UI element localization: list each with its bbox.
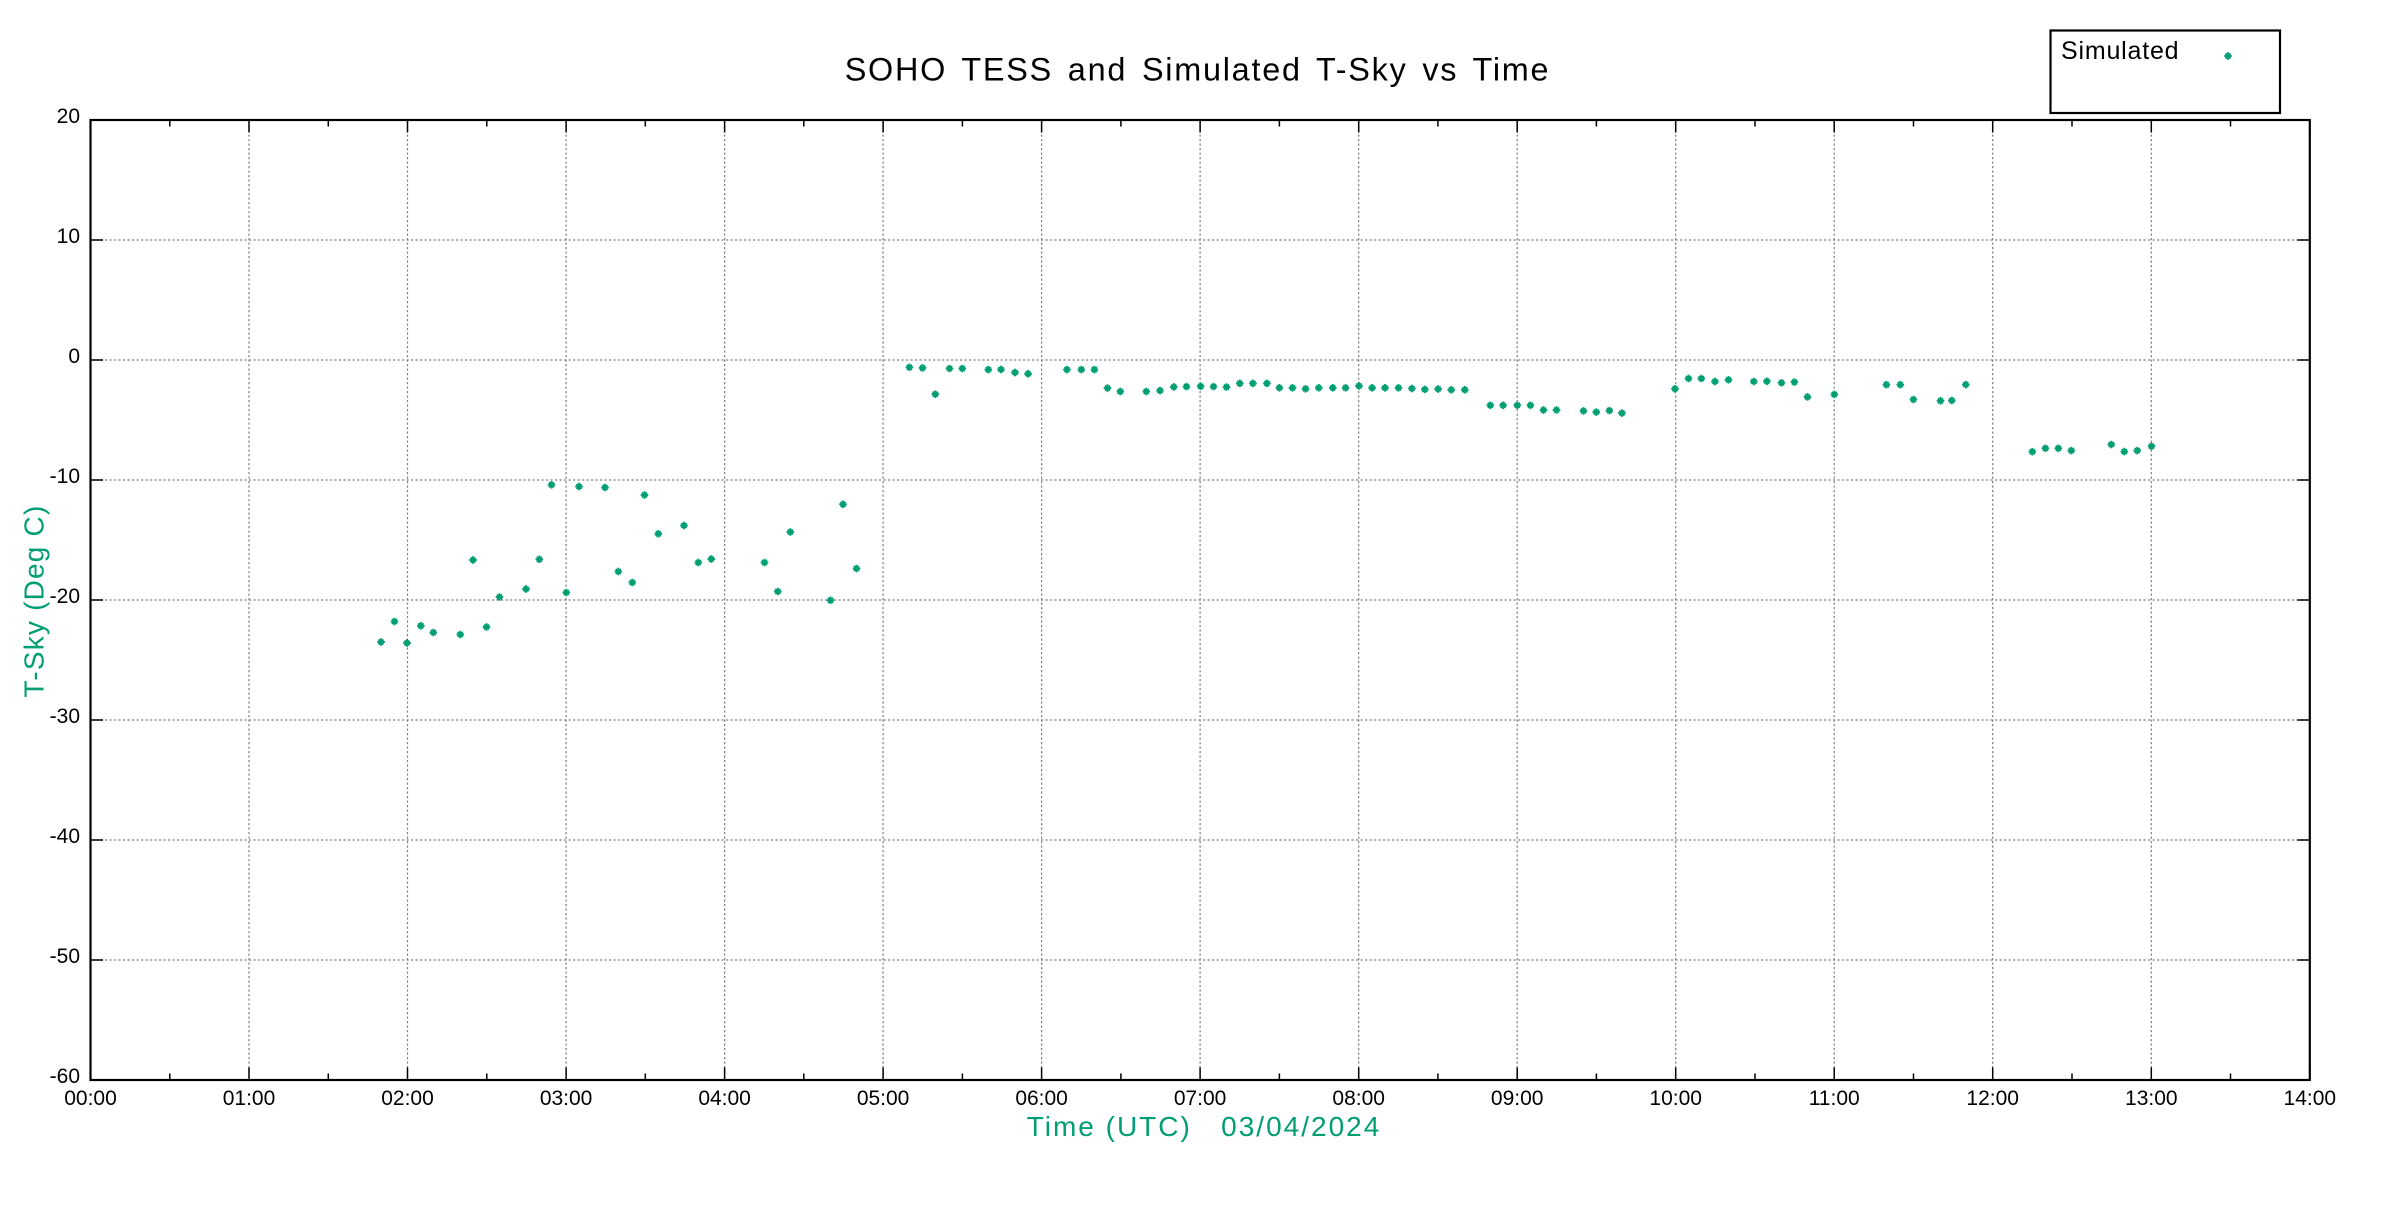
svg-text:Time (UTC) 03/04/2024: Time (UTC) 03/04/2024	[1027, 1111, 1382, 1142]
svg-text:09:00: 09:00	[1491, 1087, 1544, 1110]
svg-text:03:00: 03:00	[540, 1087, 593, 1110]
svg-text:10:00: 10:00	[1649, 1087, 1702, 1110]
svg-text:08:00: 08:00	[1332, 1087, 1385, 1110]
svg-text:T-Sky (Deg C): T-Sky (Deg C)	[19, 505, 50, 698]
svg-text:-10: -10	[50, 465, 80, 488]
svg-text:-30: -30	[50, 705, 80, 728]
svg-text:0: 0	[68, 345, 80, 368]
svg-text:06:00: 06:00	[1015, 1087, 1068, 1110]
svg-text:11:00: 11:00	[1809, 1087, 1860, 1110]
svg-text:10: 10	[57, 225, 80, 248]
svg-text:-60: -60	[50, 1065, 80, 1088]
svg-text:20: 20	[57, 105, 80, 128]
svg-text:-20: -20	[50, 585, 80, 608]
svg-text:13:00: 13:00	[2125, 1087, 2178, 1110]
svg-text:Simulated: Simulated	[2061, 37, 2179, 65]
svg-text:14:00: 14:00	[2284, 1087, 2337, 1110]
svg-text:05:00: 05:00	[857, 1087, 910, 1110]
svg-text:12:00: 12:00	[1966, 1087, 2019, 1110]
svg-text:00:00: 00:00	[64, 1087, 117, 1110]
svg-text:SOHO TESS and Simulated T-Sky: SOHO TESS and Simulated T-Sky vs Time	[845, 52, 1551, 88]
svg-text:02:00: 02:00	[381, 1087, 434, 1110]
svg-text:-50: -50	[50, 945, 80, 968]
svg-text:-40: -40	[50, 825, 80, 848]
svg-text:07:00: 07:00	[1174, 1087, 1227, 1110]
svg-text:01:00: 01:00	[223, 1087, 276, 1110]
svg-text:04:00: 04:00	[698, 1087, 751, 1110]
